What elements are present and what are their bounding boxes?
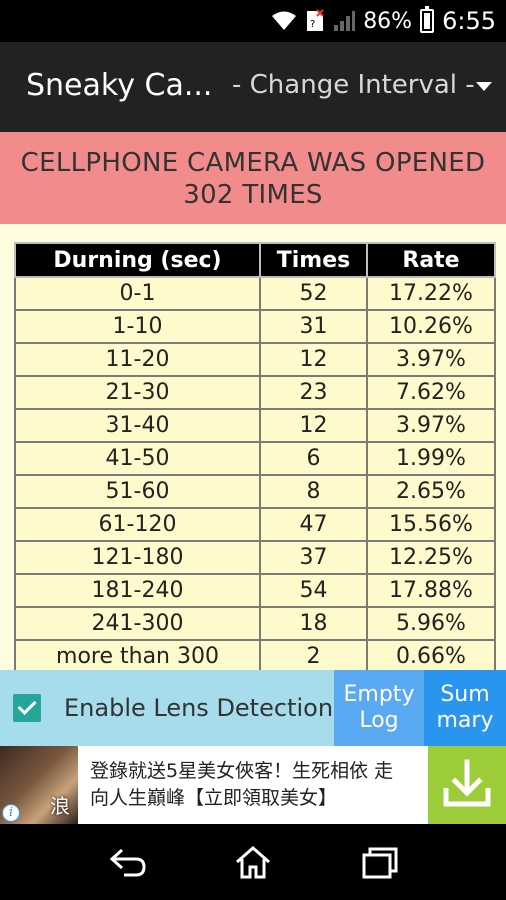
status-bar: ? 86% 6:55 bbox=[0, 0, 506, 42]
cell-times: 37 bbox=[259, 540, 368, 575]
cell-times: 31 bbox=[259, 309, 368, 344]
cell-times: 54 bbox=[259, 573, 368, 608]
battery-percent: 86% bbox=[363, 8, 413, 34]
table-header-row: Durning (sec) Times Rate bbox=[14, 242, 496, 278]
column-header-duration: Durning (sec) bbox=[14, 242, 261, 278]
cell-rate: 15.56% bbox=[366, 507, 496, 542]
sim-no-signal-icon: ? bbox=[307, 9, 324, 31]
action-bar: Sneaky Ca... - Change Interval - bbox=[0, 42, 506, 132]
stats-content: Durning (sec) Times Rate 0-1 52 17.22% 1-1… bbox=[0, 224, 506, 674]
empty-log-label-line-1: Empty bbox=[343, 682, 415, 707]
ad-download-button[interactable] bbox=[428, 746, 506, 824]
cell-duration: 1-10 bbox=[14, 309, 261, 344]
ad-text-line-1: 登錄就送5星美女俠客！生死相依 走 bbox=[90, 760, 394, 782]
cell-duration: 241-300 bbox=[14, 606, 261, 641]
cell-rate: 0.66% bbox=[366, 639, 496, 674]
signal-icon bbox=[334, 11, 356, 31]
open-count-banner: CELLPHONE CAMERA WAS OPENED 302 TIMES bbox=[0, 132, 506, 224]
lens-detection-label[interactable]: Enable Lens Detection bbox=[64, 694, 334, 722]
column-header-times: Times bbox=[259, 242, 368, 278]
table-row: 21-30 23 7.62% bbox=[14, 375, 496, 410]
cell-duration: 181-240 bbox=[14, 573, 261, 608]
cell-rate: 5.96% bbox=[366, 606, 496, 641]
lens-detection-checkbox[interactable] bbox=[13, 694, 41, 722]
app-title: Sneaky Ca... bbox=[26, 68, 213, 103]
recent-apps-icon[interactable] bbox=[360, 844, 400, 880]
cell-rate: 7.62% bbox=[366, 375, 496, 410]
back-icon[interactable] bbox=[108, 844, 148, 880]
navigation-bar bbox=[0, 824, 506, 900]
cell-duration: more than 300 bbox=[14, 639, 261, 674]
cell-rate: 10.26% bbox=[366, 309, 496, 344]
table-row: 41-50 6 1.99% bbox=[14, 441, 496, 476]
status-icons: ? 86% 6:55 bbox=[271, 6, 496, 36]
cell-duration: 0-1 bbox=[14, 276, 261, 311]
cell-times: 12 bbox=[259, 408, 368, 443]
cell-times: 18 bbox=[259, 606, 368, 641]
cell-duration: 121-180 bbox=[14, 540, 261, 575]
table-row: 0-1 52 17.22% bbox=[14, 276, 496, 311]
summary-label-line-1: Sum bbox=[440, 682, 490, 707]
cell-rate: 17.22% bbox=[366, 276, 496, 311]
cell-duration: 11-20 bbox=[14, 342, 261, 377]
cell-duration: 61-120 bbox=[14, 507, 261, 542]
cell-times: 52 bbox=[259, 276, 368, 311]
cell-times: 6 bbox=[259, 441, 368, 476]
empty-log-button[interactable]: Empty Log bbox=[334, 670, 424, 746]
summary-label-line-2: mary bbox=[436, 708, 494, 733]
clock: 6:55 bbox=[442, 7, 496, 35]
chevron-down-icon bbox=[476, 82, 492, 91]
table-row: 241-300 18 5.96% bbox=[14, 606, 496, 641]
svg-text:?: ? bbox=[310, 19, 315, 30]
table-row: 11-20 12 3.97% bbox=[14, 342, 496, 377]
cell-duration: 21-30 bbox=[14, 375, 261, 410]
empty-log-label-line-2: Log bbox=[359, 708, 399, 733]
bottom-control-bar: Enable Lens Detection Empty Log Sum mary bbox=[0, 670, 506, 746]
cell-rate: 3.97% bbox=[366, 342, 496, 377]
table-row: 31-40 12 3.97% bbox=[14, 408, 496, 443]
cell-times: 12 bbox=[259, 342, 368, 377]
cell-times: 8 bbox=[259, 474, 368, 509]
cell-times: 2 bbox=[259, 639, 368, 674]
ad-info-icon[interactable]: i bbox=[2, 804, 20, 822]
ad-text-line-2: 向人生巔峰【立即領取美女】 bbox=[90, 787, 338, 809]
duration-stats-table: Durning (sec) Times Rate 0-1 52 17.22% 1-1… bbox=[14, 242, 496, 674]
ad-banner[interactable]: 浪 i 登錄就送5星美女俠客！生死相依 走 向人生巔峰【立即領取美女】 bbox=[0, 746, 506, 824]
banner-line-1: CELLPHONE CAMERA WAS OPENED bbox=[20, 148, 486, 178]
table-row: 1-10 31 10.26% bbox=[14, 309, 496, 344]
ad-image-character: 浪 bbox=[50, 794, 70, 818]
table-row: 51-60 8 2.65% bbox=[14, 474, 496, 509]
cell-times: 47 bbox=[259, 507, 368, 542]
ad-image[interactable]: 浪 i bbox=[0, 746, 78, 824]
cell-times: 23 bbox=[259, 375, 368, 410]
ad-text[interactable]: 登錄就送5星美女俠客！生死相依 走 向人生巔峰【立即領取美女】 bbox=[90, 758, 420, 812]
download-icon bbox=[443, 759, 491, 807]
banner-line-2: 302 TIMES bbox=[183, 180, 323, 210]
wifi-icon bbox=[272, 11, 297, 30]
cell-rate: 2.65% bbox=[366, 474, 496, 509]
cell-rate: 12.25% bbox=[366, 540, 496, 575]
table-row: 61-120 47 15.56% bbox=[14, 507, 496, 542]
table-row: 181-240 54 17.88% bbox=[14, 573, 496, 608]
column-header-rate: Rate bbox=[366, 242, 496, 278]
summary-button[interactable]: Sum mary bbox=[424, 670, 506, 746]
cell-duration: 51-60 bbox=[14, 474, 261, 509]
cell-rate: 17.88% bbox=[366, 573, 496, 608]
cell-duration: 41-50 bbox=[14, 441, 261, 476]
interval-dropdown-label: - Change Interval - bbox=[232, 70, 475, 100]
cell-rate: 1.99% bbox=[366, 441, 496, 476]
cell-rate: 3.97% bbox=[366, 408, 496, 443]
battery-icon bbox=[420, 6, 435, 33]
table-row: more than 300 2 0.66% bbox=[14, 639, 496, 674]
table-row: 121-180 37 12.25% bbox=[14, 540, 496, 575]
cell-duration: 31-40 bbox=[14, 408, 261, 443]
home-icon[interactable] bbox=[233, 844, 273, 880]
